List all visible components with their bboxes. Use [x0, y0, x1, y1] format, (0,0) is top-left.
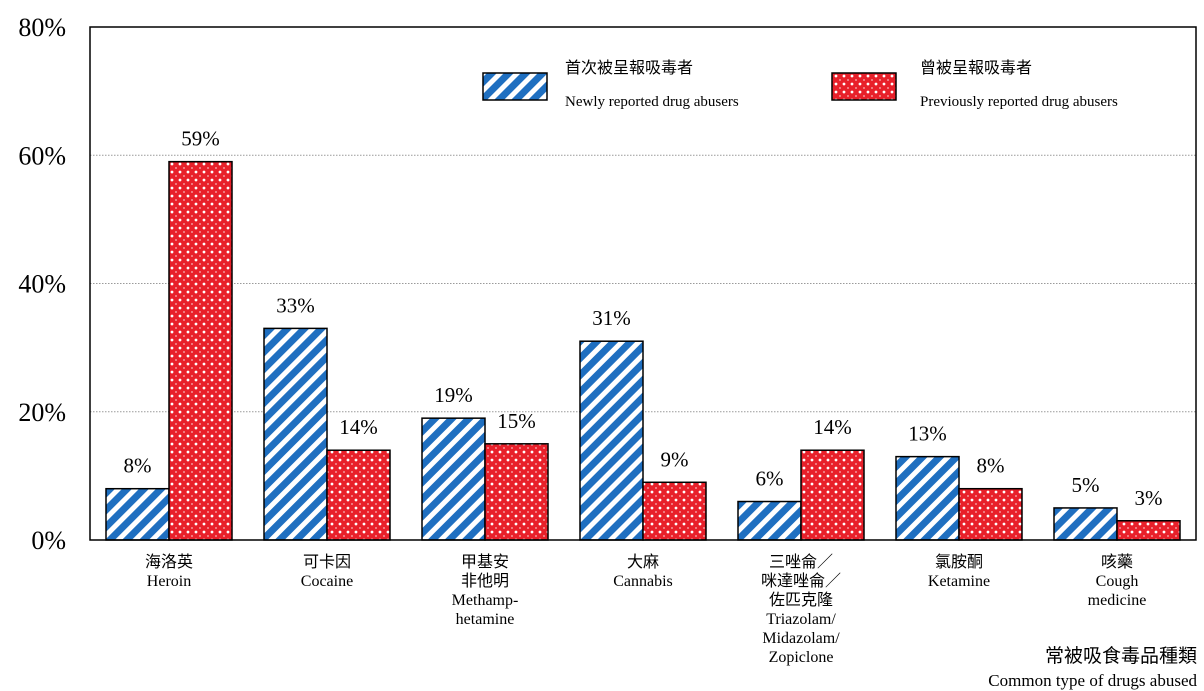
x-category-label: Heroin [147, 573, 191, 590]
y-tick-label: 20% [18, 398, 66, 427]
data-labels: 8% 59% 33% 14% 19% 15% 31% 9% 6% 14% 13% 8% 5% 3% [124, 127, 1163, 510]
x-category-label: Ketamine [928, 573, 990, 590]
bar-new [421, 417, 486, 541]
bar-prev [958, 487, 1023, 541]
bar-prev [484, 443, 549, 541]
x-category-label: 氯胺酮 [935, 553, 983, 571]
y-tick-label: 40% [18, 270, 66, 299]
bar-new [579, 340, 644, 541]
data-label-new: 19% [434, 383, 473, 407]
bar-new [737, 500, 802, 541]
legend-label-prev-zh: 曾被呈報吸毒者 [920, 59, 1032, 77]
x-category-label: Methamp- [452, 592, 519, 609]
x-category-label: medicine [1088, 592, 1147, 609]
x-category-label: 甲基安 [461, 553, 509, 571]
legend-label-new-zh: 首次被呈報吸毒者 [565, 59, 693, 77]
bars [105, 160, 1181, 541]
data-label-prev: 9% [661, 447, 689, 471]
x-category-label: 咪達唑侖／ [761, 571, 841, 590]
x-axis-title-zh: 常被吸食毒品種類 [1045, 645, 1197, 667]
y-tick-label: 0% [31, 526, 66, 555]
y-axis-ticks: 0% 20% 40% 60% 80% [18, 13, 66, 555]
x-category-label: hetamine [456, 611, 515, 628]
data-label-new: 33% [276, 293, 315, 317]
bar-prev [168, 160, 233, 541]
x-category-label: 海洛英 [145, 553, 193, 571]
bar-new [1053, 507, 1118, 541]
data-label-new: 6% [756, 467, 784, 491]
x-category-label: Zopiclone [769, 649, 834, 666]
legend: 首次被呈報吸毒者 Newly reported drug abusers 曾被呈… [482, 59, 1118, 110]
bar-prev [800, 449, 865, 541]
data-label-new: 31% [592, 306, 631, 330]
data-label-prev: 15% [497, 409, 536, 433]
data-label-prev: 8% [977, 454, 1005, 478]
x-category-label: 佐匹克隆 [769, 591, 833, 609]
x-category-label: Cannabis [613, 573, 673, 590]
bar-new [895, 455, 960, 541]
bar-new [263, 327, 328, 541]
x-category-label: Triazolam/ [766, 611, 836, 628]
data-label-prev: 14% [813, 415, 852, 439]
bar-new [105, 487, 170, 541]
data-label-prev: 3% [1135, 486, 1163, 510]
x-category-label: Cough [1096, 573, 1139, 590]
x-category-label: 可卡因 [303, 553, 351, 571]
data-label-new: 8% [124, 454, 152, 478]
data-label-prev: 59% [181, 127, 220, 151]
data-label-prev: 14% [339, 415, 378, 439]
x-category-label: 咳藥 [1101, 553, 1133, 571]
x-category-label: Midazolam/ [762, 630, 840, 647]
legend-label-new-en: Newly reported drug abusers [565, 94, 739, 110]
x-category-label: 三唑侖／ [769, 552, 833, 571]
x-axis-title-en: Common type of drugs abused [988, 671, 1197, 690]
legend-swatch-new [482, 72, 548, 101]
legend-swatch-prev [831, 72, 897, 101]
bar-prev [326, 449, 391, 541]
y-tick-label: 80% [18, 13, 66, 42]
bar-prev [1116, 520, 1181, 541]
y-tick-label: 60% [18, 141, 66, 170]
x-category-label: 大麻 [627, 553, 659, 571]
data-label-new: 13% [908, 422, 947, 446]
bar-prev [642, 481, 707, 541]
legend-label-prev-en: Previously reported drug abusers [920, 94, 1118, 110]
data-label-new: 5% [1072, 473, 1100, 497]
x-category-label: 非他明 [461, 572, 509, 590]
plot-frame [89, 26, 1197, 541]
x-category-label: Cocaine [301, 573, 353, 590]
